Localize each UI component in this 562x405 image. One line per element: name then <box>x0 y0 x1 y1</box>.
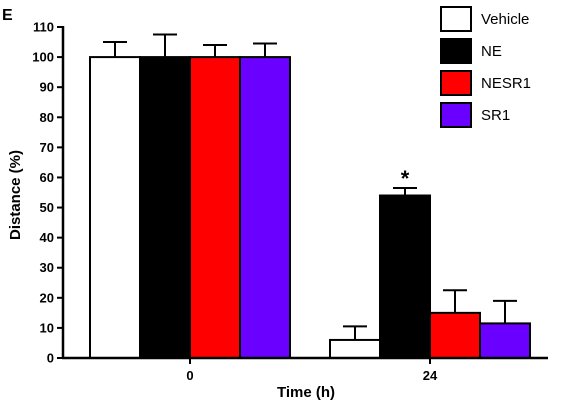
y-tick-label: 30 <box>40 260 54 275</box>
legend: Vehicle NE NESR1 SR1 <box>440 6 531 128</box>
bar-nesr1-0 <box>189 56 241 359</box>
legend-label-vehicle: Vehicle <box>481 11 529 28</box>
y-tick-label: 70 <box>40 140 54 155</box>
bar-sr1-24 <box>479 322 531 359</box>
y-tick-label: 10 <box>40 320 54 335</box>
legend-label-nesr1: NESR1 <box>481 75 531 92</box>
y-axis-ticks: 0 10 20 30 40 50 60 70 80 90 100 110 <box>32 20 63 366</box>
bar-sr1-0 <box>239 56 291 359</box>
bar-vehicle-24 <box>329 338 381 360</box>
bar-ne-24 <box>379 194 431 359</box>
bar-nesr1-24 <box>429 311 481 360</box>
bars <box>89 56 531 360</box>
panel-label: E <box>2 7 13 24</box>
x-axis-ticks: 0 24 <box>186 358 438 383</box>
x-axis-title: Time (h) <box>277 384 335 401</box>
y-tick-label: 40 <box>40 230 54 245</box>
legend-label-ne: NE <box>481 43 502 60</box>
annotations: * <box>401 166 410 191</box>
legend-swatch-nesr1 <box>440 70 472 96</box>
y-tick-label: 60 <box>40 170 54 185</box>
y-tick-label: 20 <box>40 290 54 305</box>
x-tick-label: 24 <box>423 368 438 383</box>
legend-label-sr1: SR1 <box>481 107 510 124</box>
significance-asterisk: * <box>401 166 410 191</box>
y-tick-label: 80 <box>40 110 54 125</box>
y-tick-label: 100 <box>32 50 54 65</box>
y-tick-label: 0 <box>47 351 54 366</box>
legend-swatch-sr1 <box>440 102 472 128</box>
legend-swatch-vehicle <box>440 6 472 32</box>
y-tick-label: 90 <box>40 80 54 95</box>
bar-vehicle-0 <box>89 56 141 359</box>
y-axis-title: Distance (%) <box>7 150 24 240</box>
y-tick-label: 50 <box>40 200 54 215</box>
bar-ne-0 <box>139 56 191 359</box>
y-tick-label: 110 <box>33 20 54 35</box>
legend-swatch-ne <box>440 38 472 64</box>
x-tick-label: 0 <box>186 368 193 383</box>
error-bars <box>103 33 517 340</box>
